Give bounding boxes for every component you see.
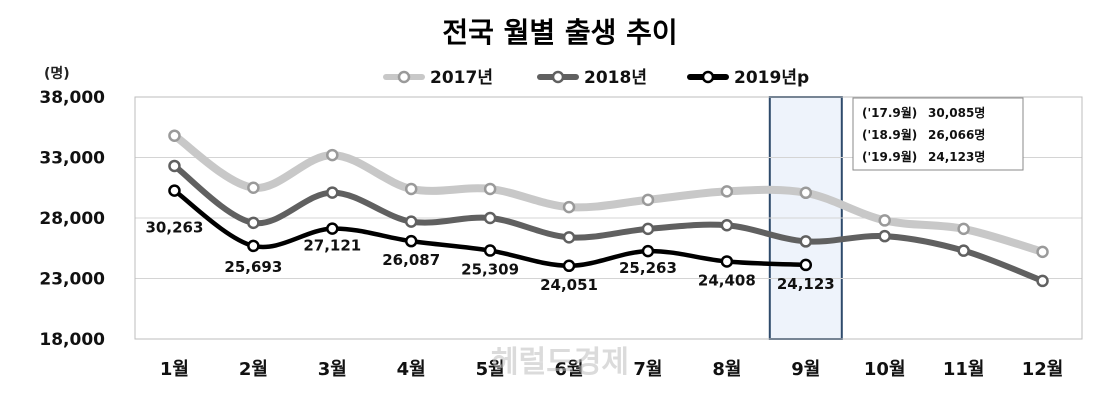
y-tick-label: 23,000 xyxy=(39,270,105,290)
data-label-2019-8월: 24,408 xyxy=(698,271,756,289)
data-label-2019-2월: 25,693 xyxy=(224,258,282,276)
annotation-value: 26,066명 xyxy=(928,128,985,142)
data-point-2019년p-5월 xyxy=(483,244,497,257)
data-point-2018년-1월 xyxy=(168,159,181,173)
data-point-2018년-2월 xyxy=(247,216,260,230)
data-point-2017년-8월 xyxy=(720,185,734,198)
data-point-2018년-5월 xyxy=(483,211,497,225)
data-label-2019-6월: 24,051 xyxy=(540,276,598,294)
y-tick-label: 38,000 xyxy=(39,88,105,108)
data-label-2019-9월: 24,123 xyxy=(777,275,835,293)
legend-marker-2018년 xyxy=(551,70,565,84)
annotation-label: ('18.9월) xyxy=(862,127,917,142)
data-label-2019-5월: 25,309 xyxy=(461,261,519,279)
x-tick-label: 5월 xyxy=(476,359,505,380)
data-point-2017년-10월 xyxy=(878,214,891,227)
data-point-2018년-10월 xyxy=(878,229,891,243)
data-point-2019년p-8월 xyxy=(720,255,734,268)
data-label-2019-4월: 26,087 xyxy=(382,251,440,269)
annotation-label: ('19.9월) xyxy=(862,149,917,164)
data-point-2018년-8월 xyxy=(720,219,734,232)
x-tick-label: 3월 xyxy=(318,359,347,380)
data-point-2017년-12월 xyxy=(1036,245,1049,259)
y-axis-unit: (명) xyxy=(44,65,70,82)
y-tick-label: 28,000 xyxy=(39,209,105,229)
data-label-2019-1월: 30,263 xyxy=(146,219,204,237)
x-tick-label: 10월 xyxy=(864,359,906,380)
data-point-2017년-1월 xyxy=(168,129,181,142)
data-point-2019년p-9월 xyxy=(799,258,813,272)
x-tick-label: 4월 xyxy=(397,359,426,380)
data-point-2017년-5월 xyxy=(483,182,497,196)
chart-title: 전국 월별 출생 추이 xyxy=(442,16,677,49)
x-tick-label: 6월 xyxy=(554,359,583,380)
annotation-box xyxy=(852,97,1024,171)
data-point-2017년-11월 xyxy=(957,222,970,236)
legend-label-2017년: 2017년 xyxy=(430,68,493,88)
annotation-value: 24,123명 xyxy=(928,150,985,164)
data-point-2017년-9월 xyxy=(799,186,813,200)
legend-marker-2019년p xyxy=(701,70,715,84)
x-tick-label: 12월 xyxy=(1022,359,1064,380)
legend-label-2019년p: 2019년p xyxy=(734,68,809,88)
data-point-2017년-3월 xyxy=(326,148,339,162)
x-tick-label: 7월 xyxy=(633,359,662,380)
plot-border xyxy=(134,96,1083,340)
data-point-2019년p-3월 xyxy=(326,222,339,235)
x-tick-label: 2월 xyxy=(239,359,268,380)
data-label-2019-7월: 25,263 xyxy=(619,259,677,277)
data-point-2019년p-6월 xyxy=(562,259,576,273)
data-point-2017년-2월 xyxy=(247,181,260,194)
y-tick-label: 18,000 xyxy=(39,330,105,350)
data-point-2019년p-2월 xyxy=(247,239,260,253)
data-point-2018년-4월 xyxy=(404,215,418,228)
data-point-2018년-7월 xyxy=(641,222,655,236)
watermark: 헤럴드경제 xyxy=(491,345,629,380)
x-tick-label: 8월 xyxy=(712,359,741,380)
data-point-2019년p-7월 xyxy=(641,244,655,258)
data-point-2018년-6월 xyxy=(562,231,576,244)
x-tick-label: 9월 xyxy=(791,359,820,380)
data-point-2018년-12월 xyxy=(1036,274,1049,288)
data-point-2017년-7월 xyxy=(641,193,655,207)
y-tick-label: 33,000 xyxy=(39,149,105,169)
x-tick-label: 11월 xyxy=(943,359,985,380)
legend-label-2018년: 2018년 xyxy=(584,68,647,88)
data-point-2018년-3월 xyxy=(326,186,339,199)
data-point-2018년-11월 xyxy=(957,244,970,257)
annotation-value: 30,085명 xyxy=(928,106,985,120)
data-point-2017년-6월 xyxy=(562,200,576,214)
data-point-2018년-9월 xyxy=(799,235,813,248)
data-point-2017년-4월 xyxy=(404,182,418,196)
data-point-2019년p-4월 xyxy=(404,234,418,248)
annotation-label: ('17.9월) xyxy=(862,105,917,120)
x-tick-label: 1월 xyxy=(160,359,189,380)
plot-area: 18,000 23,000 28,000 33,000 38,000 1월 2월 3월 4월 5월… xyxy=(39,68,1083,380)
data-point-2019년p-1월 xyxy=(168,184,181,197)
legend-marker-2017년 xyxy=(397,70,411,84)
data-label-2019-3월: 27,121 xyxy=(303,237,361,255)
